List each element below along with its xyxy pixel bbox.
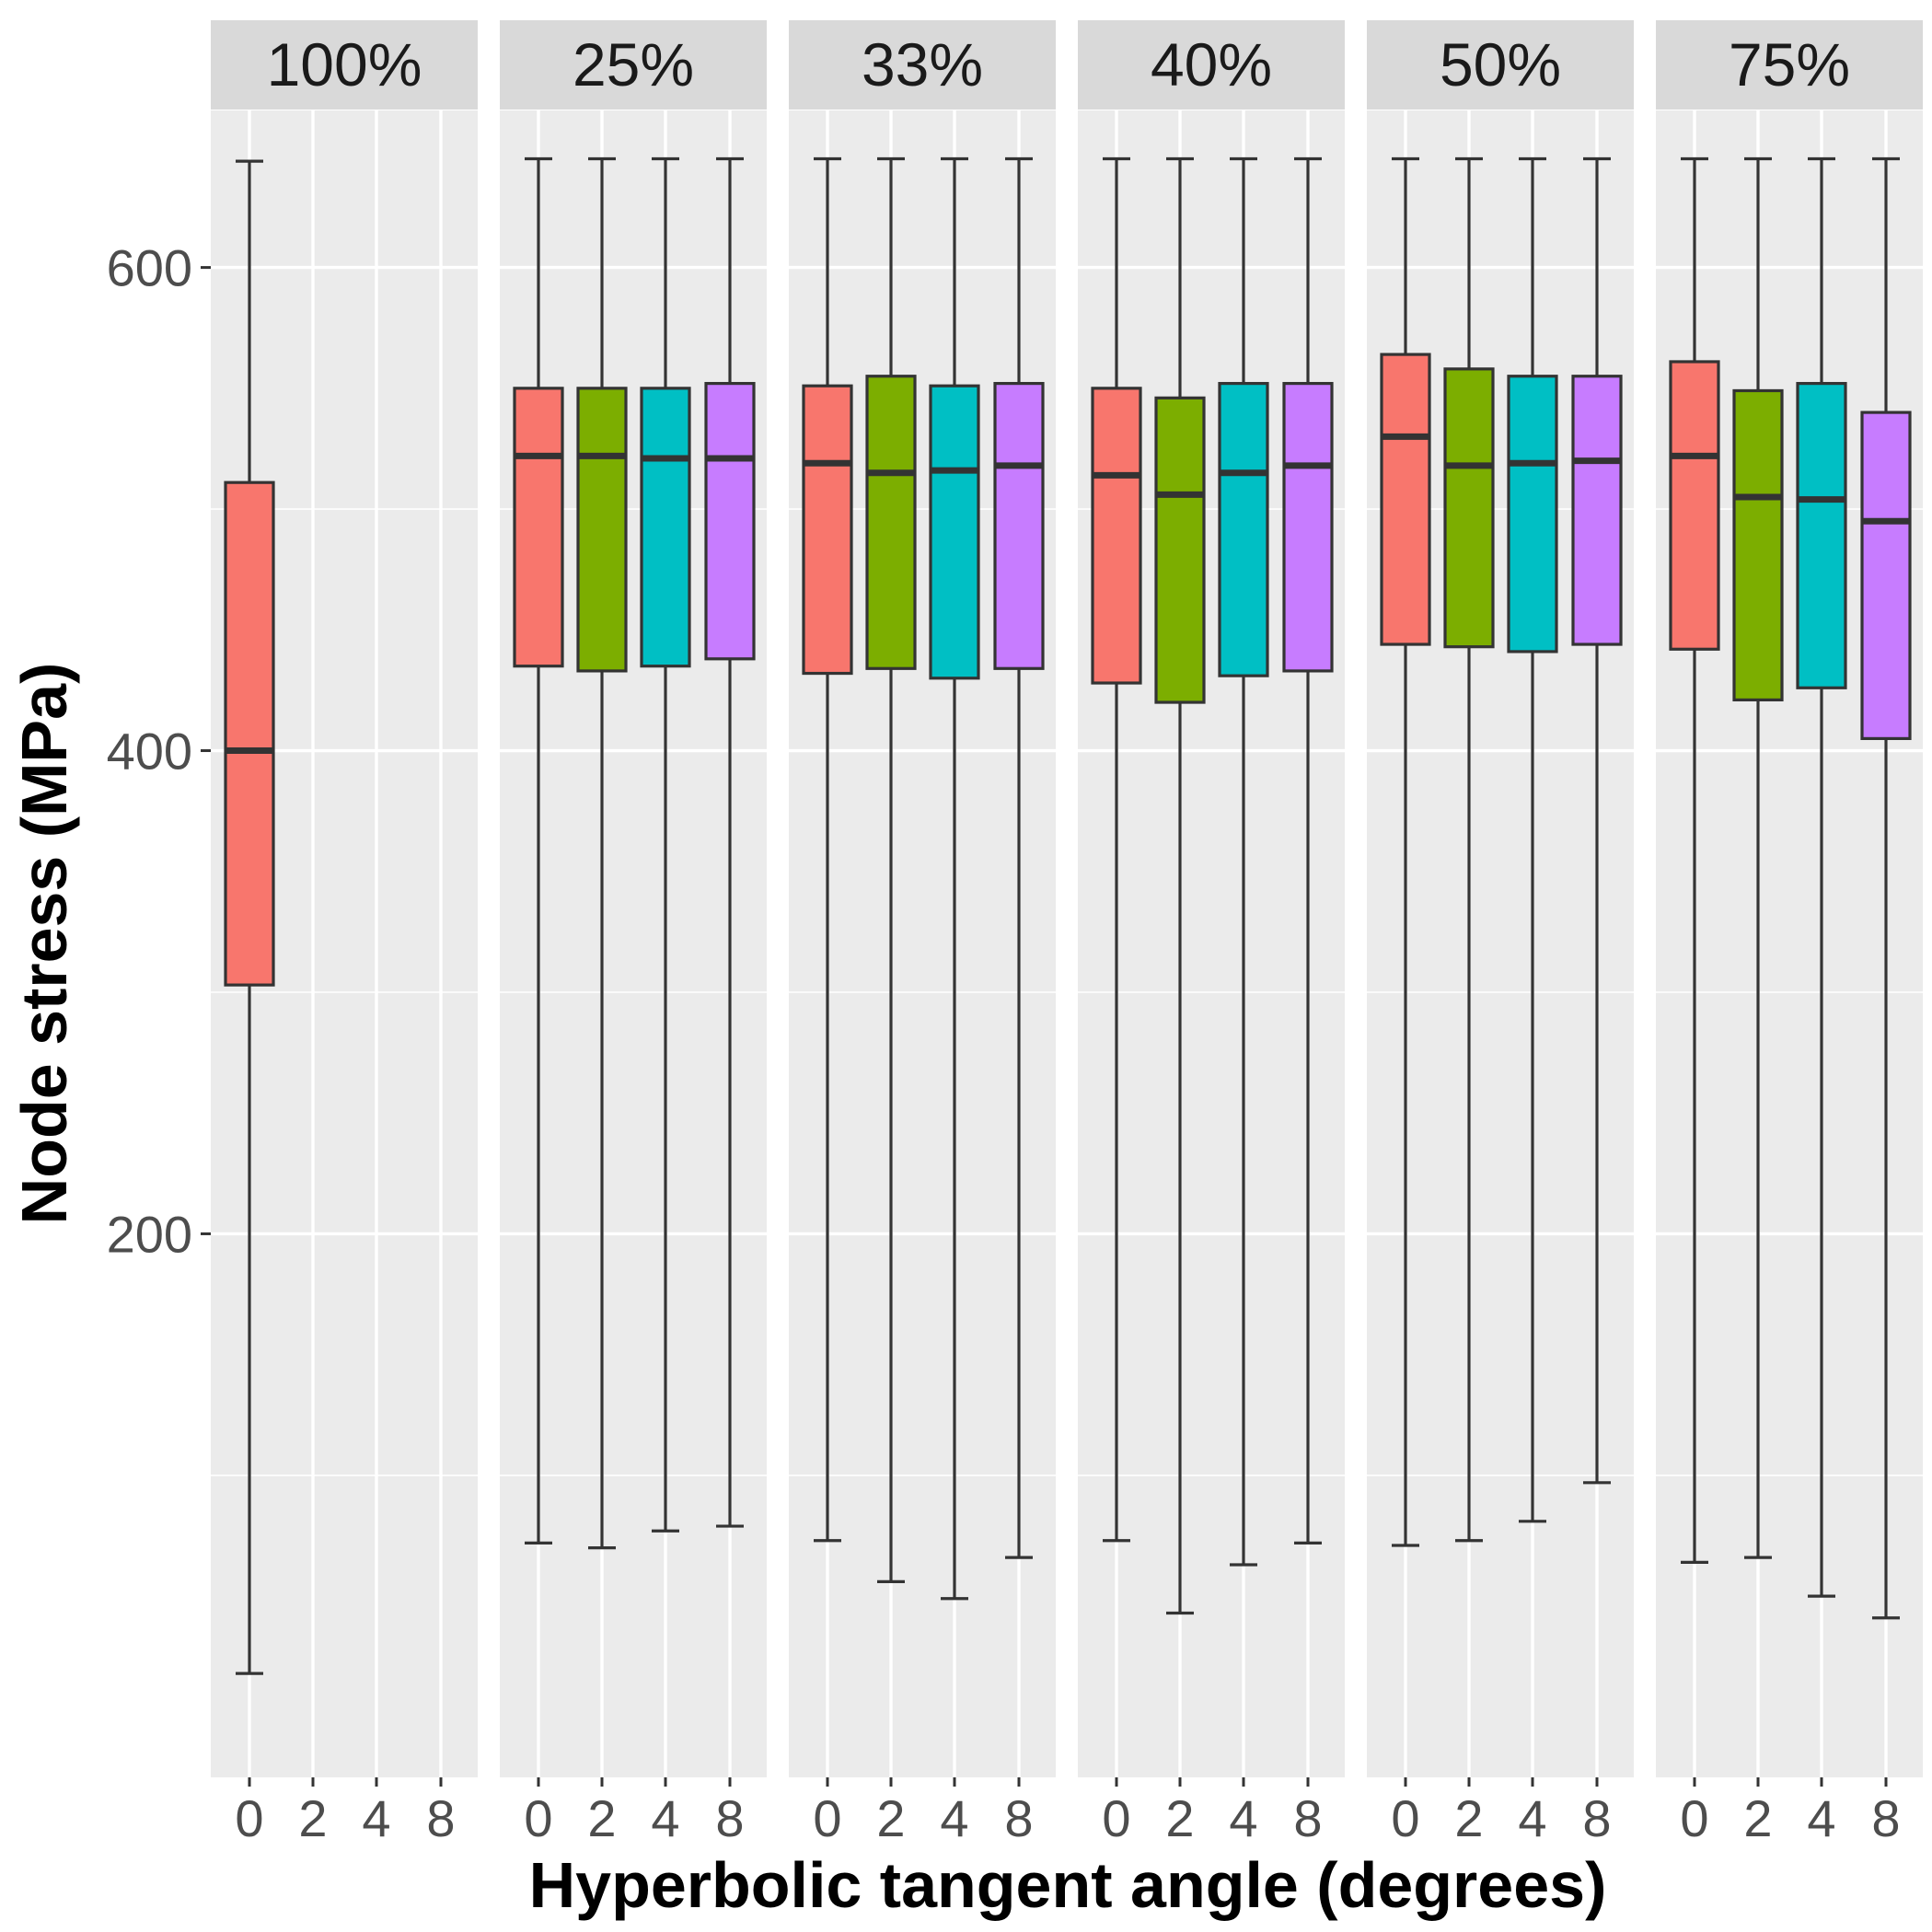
facet-strip-label: 75%: [1729, 30, 1850, 98]
box-33pct-angle-4: [929, 156, 980, 1601]
box-40pct-angle-4: [1218, 156, 1269, 1567]
x-tick-label: 2: [1165, 1789, 1194, 1847]
facet-strip: [1367, 20, 1634, 110]
interquartile-box: [576, 387, 628, 673]
x-tick-label: 8: [426, 1789, 455, 1847]
box-33pct-angle-0: [802, 156, 853, 1543]
box-25pct-angle-2: [576, 156, 628, 1550]
facet-strip: [211, 20, 478, 110]
y-tick-label: 600: [107, 239, 192, 297]
box-75pct-angle-2: [1732, 156, 1784, 1559]
box-40pct-angle-8: [1282, 156, 1334, 1545]
facet-strip-label: 40%: [1151, 30, 1272, 98]
x-tick-label: 4: [940, 1789, 968, 1847]
interquartile-box: [1154, 396, 1206, 704]
box-33pct-angle-8: [993, 156, 1045, 1559]
x-tick-label: 4: [362, 1789, 390, 1847]
facet-strip: [789, 20, 1056, 110]
interquartile-box: [1443, 367, 1495, 649]
box-40pct-angle-2: [1154, 156, 1206, 1615]
y-axis-title: Node stress (MPa): [8, 663, 80, 1225]
x-tick-label: 8: [1293, 1789, 1322, 1847]
x-tick-label: 8: [1871, 1789, 1900, 1847]
x-tick-label: 2: [1743, 1789, 1772, 1847]
x-tick-label: 2: [876, 1789, 905, 1847]
box-75pct-angle-4: [1796, 156, 1847, 1598]
interquartile-box: [1380, 353, 1431, 646]
interquartile-box: [513, 387, 564, 668]
x-axis-title: Hyperbolic tangent angle (degrees): [529, 1849, 1607, 1921]
interquartile-box: [1571, 375, 1623, 646]
interquartile-box: [865, 375, 917, 670]
x-tick-label: 8: [1582, 1789, 1611, 1847]
facet-panel-75pct: 75% 0 2 4 8: [1656, 20, 1923, 1847]
facet-strip: [1656, 20, 1923, 110]
x-tick-label: 0: [1391, 1789, 1419, 1847]
x-tick-label: 2: [298, 1789, 327, 1847]
facet-strip-label: 33%: [862, 30, 983, 98]
x-tick-label: 2: [1454, 1789, 1483, 1847]
y-axis: 200 400 600: [107, 239, 211, 1263]
x-tick-label: 2: [587, 1789, 616, 1847]
x-tick-label: 0: [813, 1789, 841, 1847]
interquartile-box: [1860, 411, 1912, 741]
box-40pct-angle-0: [1091, 156, 1142, 1543]
x-tick-label: 0: [1680, 1789, 1708, 1847]
x-tick-label: 0: [524, 1789, 552, 1847]
facet-strip-label: 25%: [573, 30, 694, 98]
box-25pct-angle-0: [513, 156, 564, 1545]
interquartile-box: [1669, 360, 1720, 651]
interquartile-box: [1091, 387, 1142, 685]
interquartile-box: [929, 384, 980, 680]
interquartile-box: [1282, 381, 1334, 673]
x-tick-label: 4: [1229, 1789, 1257, 1847]
box-75pct-angle-8: [1860, 156, 1912, 1620]
interquartile-box: [1796, 381, 1847, 689]
box-100pct-angle-0: [224, 159, 275, 1675]
x-tick-label: 4: [1807, 1789, 1835, 1847]
x-tick-label: 0: [235, 1789, 263, 1847]
interquartile-box: [1507, 375, 1558, 654]
box-75pct-angle-0: [1669, 156, 1720, 1565]
y-tick-label: 400: [107, 723, 192, 781]
facet-panel-25pct: 25% 0 2 4 8: [500, 20, 767, 1847]
facet-strip: [1078, 20, 1345, 110]
box-50pct-angle-2: [1443, 156, 1495, 1543]
box-25pct-angle-8: [704, 156, 756, 1528]
facet-panel-50pct: 50% 0 2 4 8: [1367, 20, 1634, 1847]
interquartile-box: [704, 381, 756, 661]
x-tick-label: 8: [715, 1789, 744, 1847]
box-50pct-angle-8: [1571, 156, 1623, 1485]
x-tick-label: 4: [1518, 1789, 1546, 1847]
interquartile-box: [640, 387, 691, 668]
facet-strip-label: 100%: [267, 30, 422, 98]
facet-strip: [500, 20, 767, 110]
interquartile-box: [802, 384, 853, 676]
box-25pct-angle-4: [640, 156, 691, 1533]
y-tick-label: 200: [107, 1205, 192, 1263]
box-33pct-angle-2: [865, 156, 917, 1584]
facet-strip-label: 50%: [1440, 30, 1561, 98]
interquartile-box: [224, 480, 275, 987]
facet-panel-33pct: 33% 0 2 4 8: [789, 20, 1056, 1847]
panels-layer: 100%0 2 4 825%0 2 4 833%0 2 4 840%0 2 4 850%0 2 4 875%0…: [211, 20, 1923, 1847]
interquartile-box: [1218, 381, 1269, 677]
interquartile-box: [1732, 388, 1784, 702]
x-tick-label: 4: [651, 1789, 679, 1847]
facet-panel-100pct: 100% 0 2 4 8: [211, 20, 478, 1847]
facet-panel-40pct: 40% 0 2 4 8: [1078, 20, 1345, 1847]
interquartile-box: [993, 381, 1045, 670]
box-50pct-angle-4: [1507, 156, 1558, 1523]
x-tick-label: 8: [1004, 1789, 1033, 1847]
x-tick-label: 0: [1102, 1789, 1130, 1847]
box-50pct-angle-0: [1380, 156, 1431, 1547]
